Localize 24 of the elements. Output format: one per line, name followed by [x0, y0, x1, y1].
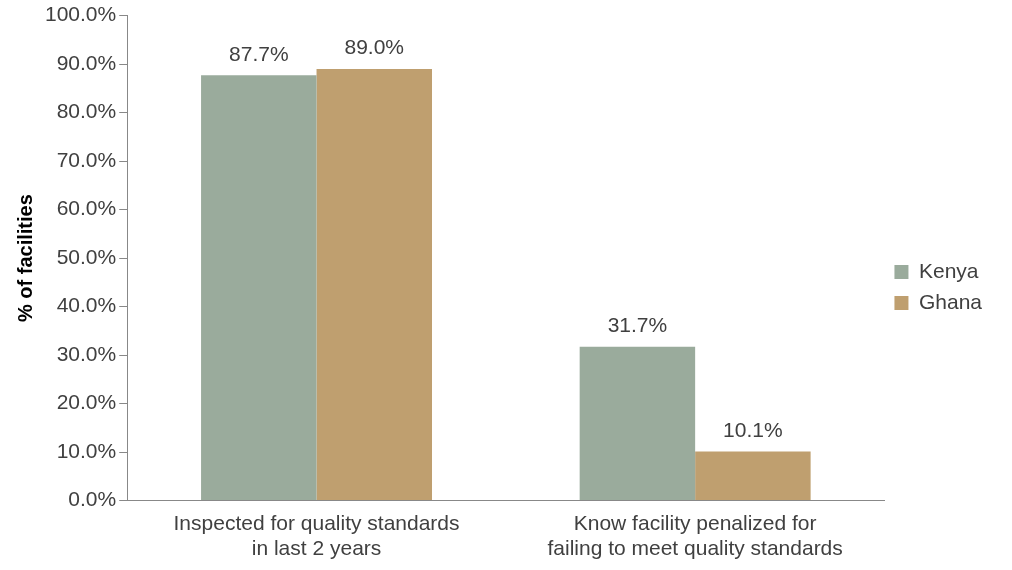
- x-tick-label: Know facility penalized for failing to meet quality standards: [547, 511, 843, 560]
- y-tick-label: 90.0%: [56, 50, 117, 74]
- y-tick-label: 20.0%: [56, 390, 117, 414]
- y-tick-label: 60.0%: [56, 196, 117, 220]
- legend-label: Kenya: [918, 258, 979, 282]
- y-tick-label: 80.0%: [56, 99, 117, 123]
- x-tick-label: Inspected for quality standards in last 2 years: [173, 511, 460, 560]
- y-tick-label: 40.0%: [56, 293, 117, 317]
- bar: [316, 68, 433, 501]
- bar: [201, 75, 317, 501]
- y-tick-label: 100.0%: [44, 2, 117, 26]
- bar: [579, 346, 696, 501]
- y-axis-title: % of facilities: [13, 194, 36, 323]
- y-tick-label: 30.0%: [56, 341, 117, 365]
- y-tick-label: 10.0%: [56, 438, 117, 462]
- data-label: 10.1%: [723, 417, 783, 441]
- data-label: 31.7%: [607, 313, 668, 337]
- bar: [695, 451, 811, 501]
- data-label: 87.7%: [229, 41, 289, 65]
- data-label: 89.0%: [344, 35, 405, 59]
- y-tick-label: 50.0%: [56, 244, 117, 268]
- y-tick-label: 70.0%: [56, 147, 117, 171]
- y-tick-label: 0.0%: [68, 487, 117, 511]
- legend-label: Ghana: [918, 289, 983, 313]
